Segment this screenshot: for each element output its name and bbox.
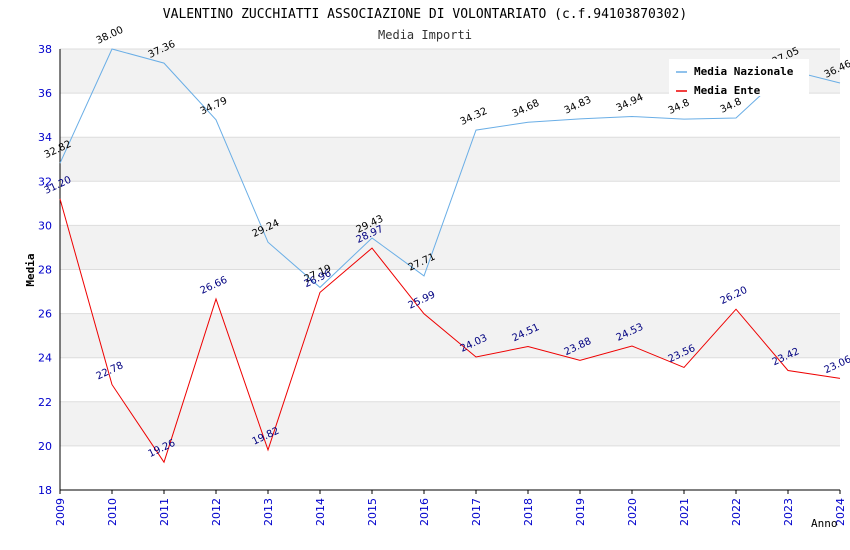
x-tick-2011: 2011	[158, 498, 171, 526]
x-tick-2019: 2019	[574, 498, 587, 526]
x-tick-2009: 2009	[54, 498, 67, 526]
y-tick-30: 30	[38, 219, 52, 232]
x-tick-2014: 2014	[314, 498, 327, 526]
series-line-media-ente	[59, 198, 841, 464]
band-26-28	[60, 269, 840, 314]
legend-box	[669, 59, 809, 96]
x-tick-2015: 2015	[366, 498, 379, 526]
band-18-20	[60, 445, 840, 490]
y-tick-24: 24	[38, 352, 52, 365]
x-tick-2020: 2020	[626, 498, 639, 526]
y-tick-36: 36	[38, 87, 52, 100]
x-tick-2018: 2018	[522, 498, 535, 526]
x-tick-2013: 2013	[262, 498, 275, 526]
series-line-media-nazionale	[59, 48, 841, 289]
x-tick-labels: 2009 2010 2011 2012 2013 2014 2015 2016 2017 2018…	[54, 498, 847, 526]
x-tick-2017: 2017	[470, 498, 483, 526]
band-22-24	[60, 357, 840, 402]
y-tick-38: 38	[38, 43, 52, 56]
y-tick-22: 22	[38, 396, 52, 409]
x-tick-2022: 2022	[730, 498, 743, 526]
y-tick-20: 20	[38, 440, 52, 453]
legend-label-media-nazionale: Media Nazionale	[694, 65, 794, 78]
x-axis-label: Anno	[811, 517, 838, 530]
y-tick-labels: 18 20 22 24 26 28 30 32 34 36 38	[38, 43, 52, 497]
y-tick-34: 34	[38, 131, 52, 144]
x-tick-2023: 2023	[782, 498, 795, 526]
x-tick-2021: 2021	[678, 498, 691, 526]
data-label-media-nazionale-2010: 38.00	[95, 25, 126, 47]
y-tick-26: 26	[38, 308, 52, 321]
y-axis-label: Media	[24, 253, 37, 286]
band-34-36	[60, 93, 840, 138]
legend-label-media-ente: Media Ente	[694, 84, 761, 97]
y-tick-32: 32	[38, 175, 52, 188]
background-bands	[60, 49, 840, 490]
band-20-22	[60, 401, 840, 446]
legend: Media Nazionale Media Ente	[669, 59, 809, 97]
x-tick-2016: 2016	[418, 498, 431, 526]
x-tick-2010: 2010	[106, 498, 119, 526]
band-32-34	[60, 137, 840, 182]
x-tick-2012: 2012	[210, 498, 223, 526]
band-28-30	[60, 225, 840, 270]
chart-title: VALENTINO ZUCCHIATTI ASSOCIAZIONE DI VOL…	[163, 7, 687, 22]
x-tick-2024: 2024	[834, 498, 847, 526]
y-tick-18: 18	[38, 484, 52, 497]
series-lines	[59, 48, 841, 464]
axes	[59, 49, 841, 494]
y-tick-28: 28	[38, 264, 52, 277]
chart-subtitle: Media Importi	[378, 28, 472, 42]
